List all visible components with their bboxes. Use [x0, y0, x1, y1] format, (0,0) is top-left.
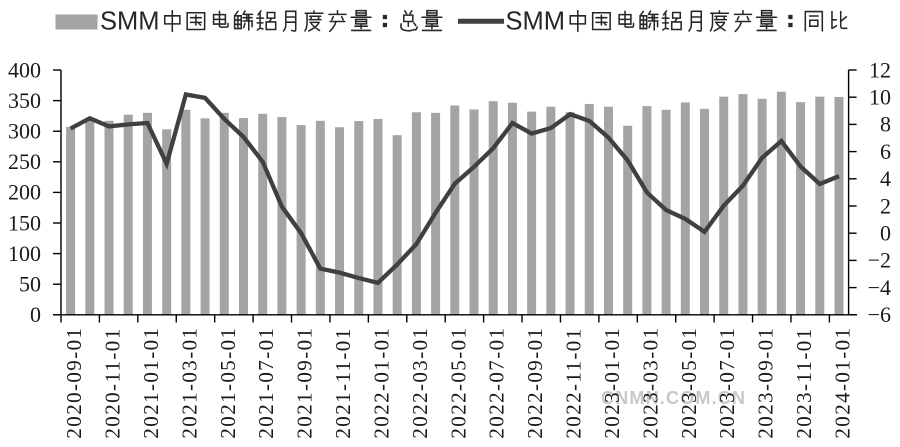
svg-text:2021-11-01: 2021-11-01: [331, 327, 355, 438]
svg-text:4: 4: [880, 166, 891, 191]
svg-text:SMM: SMM: [100, 7, 160, 35]
svg-text:−2: −2: [868, 248, 891, 273]
svg-text:2022-01-01: 2022-01-01: [369, 327, 393, 439]
svg-text:2021-07-01: 2021-07-01: [254, 327, 278, 439]
svg-text:2020-09-01: 2020-09-01: [62, 327, 86, 439]
svg-text:SMM: SMM: [506, 7, 566, 35]
svg-text:350: 350: [8, 88, 41, 113]
svg-text:12: 12: [869, 57, 891, 82]
svg-text:2023-05-01: 2023-05-01: [677, 327, 701, 439]
svg-text:−6: −6: [868, 302, 891, 327]
svg-text:2022-03-01: 2022-03-01: [408, 327, 432, 439]
svg-text:2022-11-01: 2022-11-01: [562, 327, 586, 438]
svg-text:0: 0: [30, 302, 41, 327]
svg-text:8: 8: [880, 112, 891, 137]
svg-text:2023-11-01: 2023-11-01: [792, 327, 816, 438]
svg-text:50: 50: [19, 272, 41, 297]
svg-text:300: 300: [8, 119, 41, 144]
svg-text:2023-09-01: 2023-09-01: [754, 327, 778, 439]
svg-text:150: 150: [8, 210, 41, 235]
svg-text:10: 10: [869, 85, 891, 110]
svg-text:2023-07-01: 2023-07-01: [715, 327, 739, 439]
svg-text:−4: −4: [868, 275, 891, 300]
svg-text:400: 400: [8, 57, 41, 82]
svg-text:2021-09-01: 2021-09-01: [293, 327, 317, 439]
svg-text:2021-01-01: 2021-01-01: [139, 327, 163, 439]
svg-text:200: 200: [8, 180, 41, 205]
svg-text:CNMN.COM.CN: CNMN.COM.CN: [601, 388, 746, 408]
svg-text:2024-01-01: 2024-01-01: [831, 327, 855, 439]
svg-text:2023-01-01: 2023-01-01: [600, 327, 624, 439]
svg-text:2023-03-01: 2023-03-01: [638, 327, 662, 439]
svg-text:0: 0: [880, 221, 891, 246]
svg-text:2021-03-01: 2021-03-01: [177, 327, 201, 439]
svg-text:2022-09-01: 2022-09-01: [523, 327, 547, 439]
svg-text:250: 250: [8, 149, 41, 174]
svg-text:2022-07-01: 2022-07-01: [485, 327, 509, 439]
svg-text:100: 100: [8, 241, 41, 266]
svg-text:2021-05-01: 2021-05-01: [216, 327, 240, 439]
svg-text:2022-05-01: 2022-05-01: [446, 327, 470, 439]
svg-text:6: 6: [880, 139, 891, 164]
svg-text:2020-11-01: 2020-11-01: [101, 327, 125, 438]
svg-text:2: 2: [880, 193, 891, 218]
